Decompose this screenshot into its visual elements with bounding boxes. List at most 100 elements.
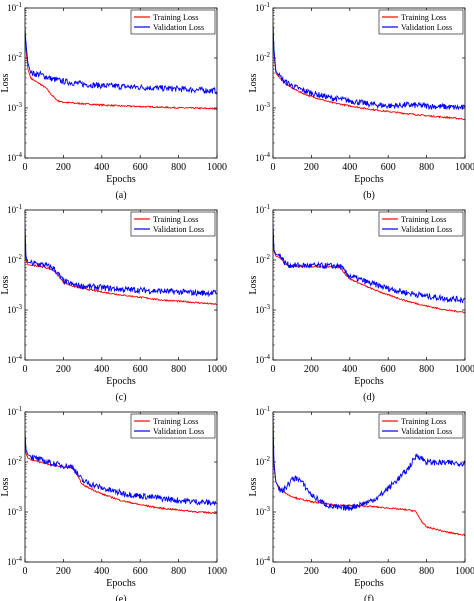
x-tick-label: 400 [94,566,109,577]
legend-box [130,413,216,439]
panel-label: (a) [115,190,126,201]
x-tick-label: 1000 [207,364,227,375]
y-tick-label: 10-2 [255,455,270,467]
x-axis-label: Epochs [106,174,136,185]
panel-label: (e) [115,594,126,601]
y-tick-label: 10-4 [255,353,270,365]
axes-frame [24,7,218,159]
y-tick-label: 10-3 [7,505,22,517]
validation-loss-line [25,431,217,507]
y-tick-label: 10-2 [255,51,270,63]
axes-frame [24,209,218,361]
x-tick-label: 0 [271,364,276,375]
chart-panel: 0 200 400 600 800 1000 10-4 10-3 10-2 10-1 Epochs L… [0,1,227,201]
y-tick-label: 10-1 [255,1,270,13]
y-axis-label: Loss [0,275,11,294]
legend-entry: Training Loss [401,13,446,22]
series-group [273,225,465,314]
series-group [25,27,217,111]
validation-loss-line [25,225,217,298]
legend-entry: Training Loss [401,417,446,426]
y-tick-label: 10-1 [255,203,270,215]
x-tick-label: 1000 [455,364,474,375]
x-axis-label: Epochs [106,578,136,589]
x-tick-label: 0 [271,162,276,173]
y-tick-label: 10-1 [7,405,22,417]
x-tick-label: 200 [304,566,319,577]
series-group [25,431,217,515]
x-axis-label: Epochs [354,578,384,589]
y-tick-label: 10-4 [255,555,270,567]
y-tick-label: 10-4 [7,353,22,365]
y-tick-label: 10-3 [255,101,270,113]
legend-entry: Validation Loss [153,23,204,32]
y-tick-label: 10-2 [7,51,22,63]
y-tick-label: 10-2 [7,253,22,265]
validation-loss-line [25,27,217,95]
x-tick-label: 600 [381,566,396,577]
y-tick-label: 10-1 [7,1,22,13]
legend-entry: Validation Loss [401,23,452,32]
chart-panel: 0 200 400 600 800 1000 10-4 10-3 10-2 10-1 Epochs L… [248,203,474,403]
validation-loss-line [273,23,465,111]
x-tick-label: 800 [419,364,434,375]
series-group [25,225,217,306]
y-tick-label: 10-2 [255,253,270,265]
legend-box [130,9,216,35]
legend-entry: Validation Loss [401,225,452,234]
x-tick-label: 400 [94,162,109,173]
x-tick-label: 400 [342,566,357,577]
x-tick-label: 1000 [207,566,227,577]
x-tick-label: 800 [419,162,434,173]
x-tick-label: 200 [56,364,71,375]
y-tick-label: 10-3 [7,101,22,113]
legend-box [378,211,464,237]
legend-entry: Validation Loss [153,427,204,436]
x-tick-label: 800 [171,364,186,375]
legend-entry: Training Loss [153,13,198,22]
chart-panel: 0 200 400 600 800 1000 10-4 10-3 10-2 10-1 Epochs L… [248,1,474,201]
x-tick-label: 200 [56,566,71,577]
training-loss-line [273,438,465,537]
y-tick-label: 10-1 [255,405,270,417]
x-axis-label: Epochs [354,376,384,387]
axes-frame [272,411,466,563]
x-tick-label: 0 [23,364,28,375]
y-axis-label: Loss [0,73,11,92]
x-tick-label: 200 [56,162,71,173]
y-tick-label: 10-1 [7,203,22,215]
legend-entry: Training Loss [401,215,446,224]
x-tick-label: 800 [171,162,186,173]
series-group [273,23,465,121]
x-tick-label: 0 [23,162,28,173]
training-loss-line [25,34,217,111]
y-axis-label: Loss [248,73,259,92]
x-tick-label: 1000 [455,162,474,173]
legend-entry: Training Loss [153,215,198,224]
x-tick-label: 1000 [207,162,227,173]
chart-panel: 0 200 400 600 800 1000 10-4 10-3 10-2 10-1 Epochs L… [248,405,474,601]
x-tick-label: 600 [133,364,148,375]
x-tick-label: 200 [304,364,319,375]
training-loss-line [25,236,217,306]
legend-entry: Validation Loss [401,427,452,436]
series-group [273,416,465,537]
chart-panel: 0 200 400 600 800 1000 10-4 10-3 10-2 10-1 Epochs L… [0,203,227,403]
validation-loss-line [273,225,465,304]
axes-frame [272,209,466,361]
y-axis-label: Loss [248,477,259,496]
panel-label: (d) [363,392,375,403]
y-axis-label: Loss [248,275,259,294]
panel-label: (f) [364,594,374,601]
y-axis-label: Loss [0,477,11,496]
x-tick-label: 600 [133,162,148,173]
x-tick-label: 400 [342,364,357,375]
training-loss-line [273,34,465,121]
